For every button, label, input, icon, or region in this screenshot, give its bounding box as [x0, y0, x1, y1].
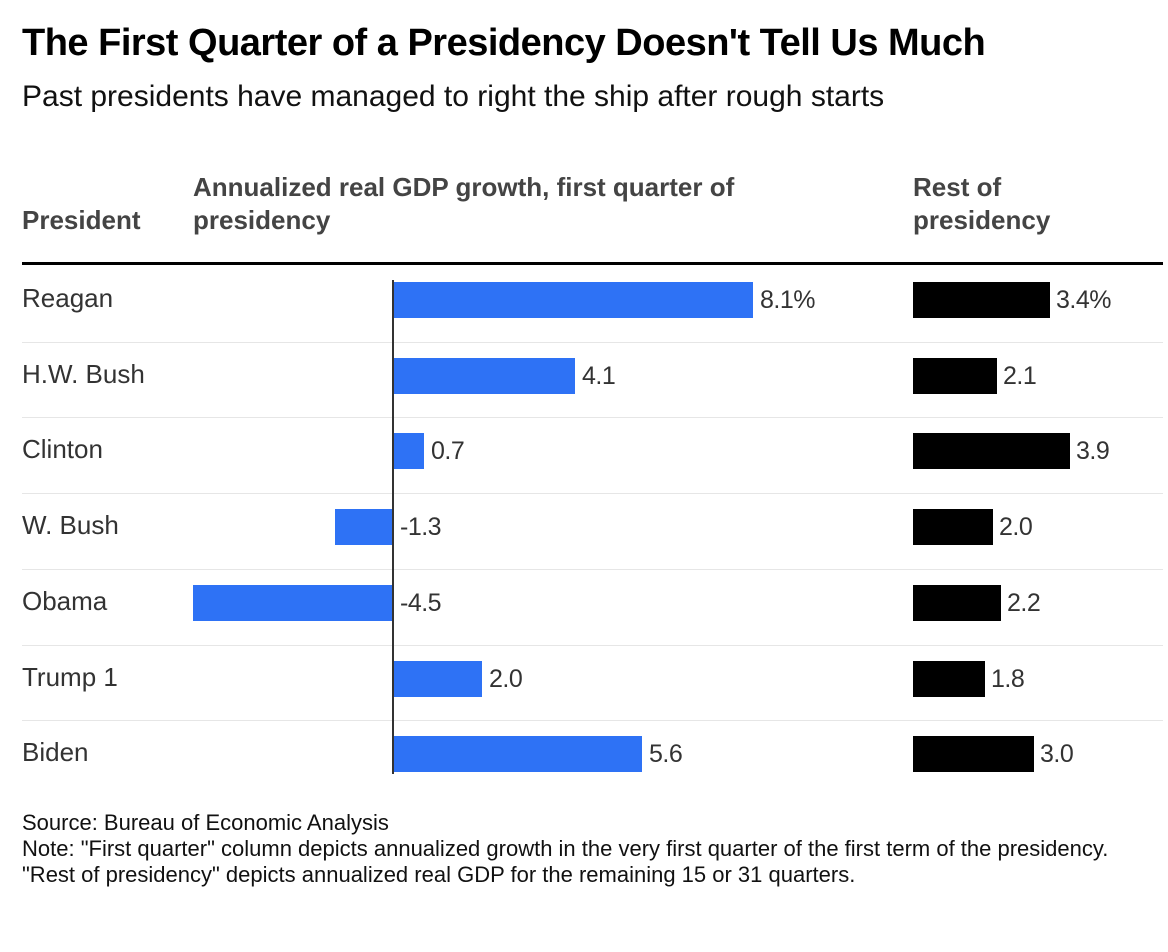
- first-quarter-value-label: 4.1: [582, 362, 616, 390]
- source-note: Source: Bureau of Economic Analysis: [22, 810, 389, 835]
- first-quarter-bar: [393, 433, 424, 469]
- first-quarter-value-label: -4.5: [400, 589, 442, 617]
- chart-title: The First Quarter of a Presidency Doesn'…: [22, 22, 986, 64]
- president-name: W. Bush: [22, 510, 119, 540]
- president-name: Obama: [22, 586, 108, 616]
- rest-of-presidency-bar: [913, 282, 1050, 318]
- president-name: Reagan: [22, 283, 114, 313]
- president-name: Clinton: [22, 434, 103, 464]
- row-separator: [22, 417, 1163, 418]
- president-name: H.W. Bush: [22, 359, 145, 389]
- first-quarter-value-label: 8.1%: [760, 286, 815, 314]
- first-quarter-bar: [193, 585, 393, 621]
- rest-of-presidency-bar: [913, 509, 993, 545]
- method-note: Note: "First quarter" column depicts ann…: [22, 836, 1109, 887]
- first-quarter-bar: [393, 358, 575, 394]
- rest-of-presidency-bar: [913, 358, 997, 394]
- row-separator: [22, 720, 1163, 721]
- president-name: Biden: [22, 737, 89, 767]
- rest-of-presidency-value-label: 1.8: [991, 665, 1025, 693]
- column-header-president: President: [22, 205, 141, 235]
- first-quarter-bar: [393, 661, 482, 697]
- rest-of-presidency-bar: [913, 736, 1034, 772]
- first-quarter-bar: [335, 509, 393, 545]
- row-separator: [22, 645, 1163, 646]
- rest-of-presidency-bar: [913, 433, 1070, 469]
- first-quarter-bar: [393, 736, 642, 772]
- rest-of-presidency-value-label: 2.1: [1003, 362, 1037, 390]
- rest-of-presidency-value-label: 2.0: [999, 513, 1033, 541]
- first-quarter-bar: [393, 282, 753, 318]
- rest-of-presidency-value-label: 2.2: [1007, 589, 1041, 617]
- rest-of-presidency-bar: [913, 585, 1001, 621]
- zero-axis-line: [392, 280, 394, 774]
- first-quarter-value-label: 2.0: [489, 665, 523, 693]
- column-header-rest-of-presidency: Rest of presidency: [913, 172, 1051, 235]
- column-header-first-quarter: Annualized real GDP growth, first quarte…: [193, 172, 735, 235]
- chart-subtitle: Past presidents have managed to right th…: [22, 80, 885, 113]
- chart-footer: Source: Bureau of Economic Analysis Note…: [22, 810, 1142, 888]
- first-quarter-value-label: 0.7: [431, 437, 465, 465]
- row-separator: [22, 342, 1163, 343]
- row-separator: [22, 569, 1163, 570]
- rest-of-presidency-value-label: 3.9: [1076, 437, 1110, 465]
- row-separator: [22, 493, 1163, 494]
- rest-of-presidency-value-label: 3.0: [1040, 740, 1074, 768]
- rest-of-presidency-bar: [913, 661, 985, 697]
- rest-of-presidency-value-label: 3.4%: [1056, 286, 1111, 314]
- header-rule: [22, 262, 1163, 265]
- president-name: Trump 1: [22, 662, 118, 692]
- first-quarter-value-label: -1.3: [400, 513, 442, 541]
- first-quarter-value-label: 5.6: [649, 740, 683, 768]
